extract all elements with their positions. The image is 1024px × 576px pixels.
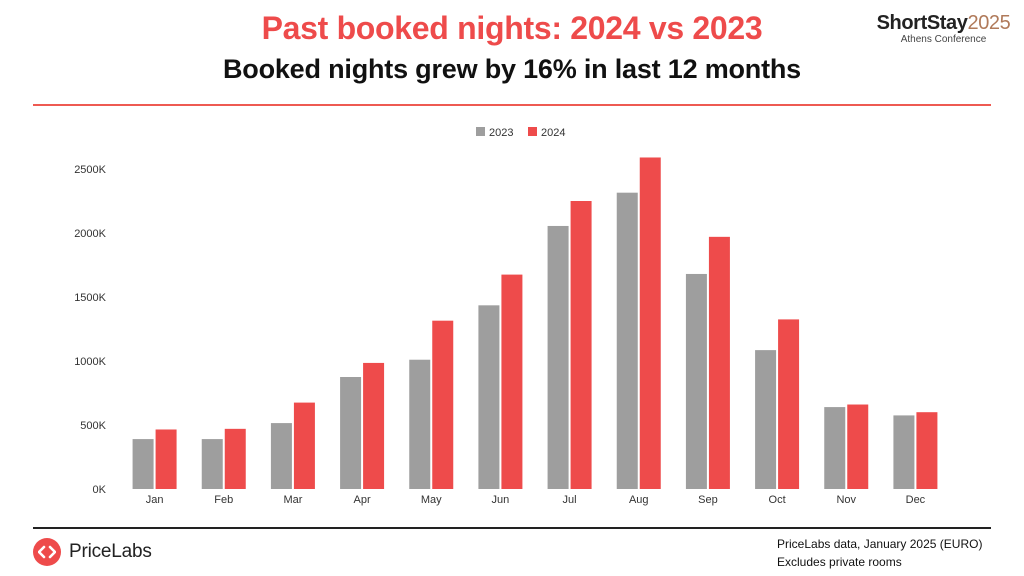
legend-label-2023: 2023 <box>489 127 513 139</box>
bar-2024-mar <box>293 402 315 489</box>
bar-2024-dec <box>916 412 938 489</box>
bar-2024-feb <box>224 428 246 489</box>
bar-2024-sep <box>708 236 730 489</box>
pricelabs-mark-icon <box>33 538 61 566</box>
bar-2024-apr <box>363 362 385 489</box>
x-tick-label: Jun <box>492 494 510 506</box>
x-tick-label: Sep <box>698 494 718 506</box>
footer-divider <box>33 527 991 529</box>
footnote-source: PriceLabs data, January 2025 (EURO) <box>777 537 983 551</box>
legend-swatch-2023 <box>476 127 485 136</box>
bar-2023-jun <box>478 305 500 489</box>
legend-label-2024: 2024 <box>541 127 565 139</box>
conference-brand: ShortStay2025 <box>871 12 1016 35</box>
pricelabs-logo: PriceLabs <box>33 538 152 566</box>
conference-logo: ShortStay2025 Athens Conference <box>871 12 1016 45</box>
bar-2024-aug <box>639 157 661 490</box>
bar-2023-sep <box>685 273 707 489</box>
y-tick-label: 2000K <box>74 228 106 240</box>
x-tick-label: Nov <box>836 494 856 506</box>
footnote-exclusion: Excludes private rooms <box>777 555 902 569</box>
chart-subtitle: Booked nights grew by 16% in last 12 mon… <box>222 54 802 84</box>
bar-2023-apr <box>340 377 362 489</box>
x-tick-label: Feb <box>214 494 233 506</box>
bar-2024-oct <box>778 319 800 489</box>
bar-2023-aug <box>616 192 638 489</box>
x-tick-label: May <box>421 494 442 506</box>
y-tick-label: 500K <box>80 420 106 432</box>
header-divider <box>33 104 991 106</box>
x-tick-label: Aug <box>629 494 649 506</box>
bar-2024-jan <box>155 429 177 489</box>
bar-chart: 0K 500K 1000K 1500K 2000K 2500K Jan Feb Mar Apr Ma… <box>74 127 938 506</box>
bar-2023-nov <box>824 407 846 489</box>
bar-2024-may <box>432 320 454 489</box>
bar-2023-may <box>409 359 431 489</box>
x-tick-label: Jan <box>146 494 164 506</box>
bar-2023-dec <box>893 415 915 489</box>
y-tick-label: 2500K <box>74 164 106 176</box>
bar-2023-mar <box>270 423 292 489</box>
legend-swatch-2024 <box>528 127 537 136</box>
conference-brand-year: 2025 <box>967 12 1011 34</box>
x-tick-label: Oct <box>769 494 786 506</box>
x-tick-label: Apr <box>354 494 371 506</box>
x-tick-label: Jul <box>563 494 577 506</box>
bar-2024-jul <box>570 201 592 489</box>
y-tick-label: 0K <box>93 484 107 496</box>
bar-2023-jan <box>132 439 154 489</box>
bar-2024-jun <box>501 274 523 489</box>
x-tick-label: Mar <box>283 494 302 506</box>
conference-event: Athens Conference <box>900 34 987 45</box>
pricelabs-name: PriceLabs <box>69 541 152 562</box>
x-tick-label: Dec <box>906 494 926 506</box>
bar-2023-jul <box>547 225 569 489</box>
y-tick-label: 1000K <box>74 356 106 368</box>
chart-title: Past booked nights: 2024 vs 2023 <box>261 10 763 46</box>
bar-2024-nov <box>847 404 869 489</box>
conference-brand-text: ShortStay <box>876 12 968 34</box>
y-tick-label: 1500K <box>74 292 106 304</box>
bar-2023-feb <box>201 439 223 489</box>
footnote: PriceLabs data, January 2025 (EURO) Excl… <box>777 535 982 571</box>
bar-2023-oct <box>755 350 777 489</box>
